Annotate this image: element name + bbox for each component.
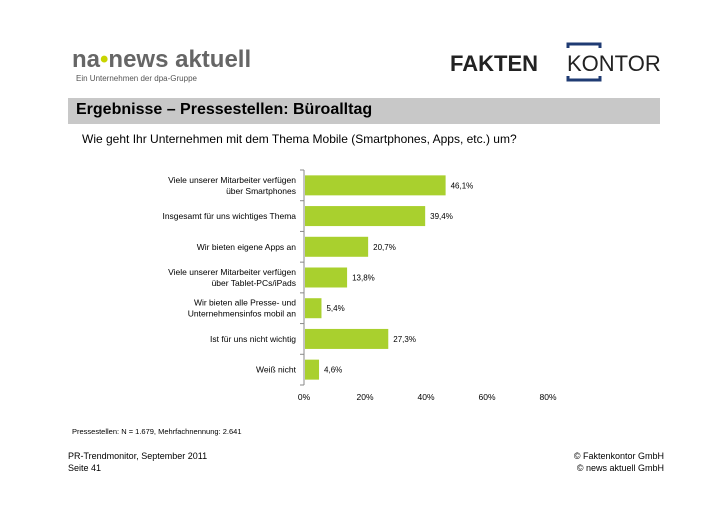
page-title: Ergebnisse – Pressestellen: Büroalltag [76, 101, 373, 118]
data-label: 27,3% [393, 335, 416, 344]
data-label: 13,8% [352, 274, 375, 283]
news-aktuell-tagline: Ein Unternehmen der dpa-Gruppe [76, 74, 197, 83]
x-tick-label: 0% [298, 392, 311, 402]
bar [305, 236, 369, 257]
faktenkontor-logo: FAKTEN KONTOR [450, 42, 661, 82]
news-aktuell-logo: na•news aktuell [72, 46, 251, 84]
category-label: über Smartphones [226, 186, 296, 196]
footer-copyright-faktenkontor: © Faktenkontor GmbH [573, 451, 664, 461]
x-tick-label: 40% [417, 392, 434, 402]
data-label: 46,1% [451, 181, 474, 190]
x-tick-label: 20% [356, 392, 373, 402]
title-bar [68, 98, 660, 124]
category-label: Wir bieten alle Presse- und [194, 298, 296, 308]
category-label: Viele unserer Mitarbeiter verfügen [168, 267, 296, 277]
footer-copyright-newsaktuell: © news aktuell GmbH [576, 463, 664, 473]
x-tick-label: 60% [478, 392, 495, 402]
data-label: 39,4% [430, 212, 453, 221]
faktenkontor-logo-part2: KONTOR [567, 51, 661, 76]
category-label: Weiß nicht [256, 365, 297, 375]
na-logo-dot: • [100, 46, 109, 73]
data-label: 4,6% [324, 366, 342, 375]
na-logo-name: news aktuell [108, 46, 252, 73]
footer-source: PR-Trendmonitor, September 2011 [68, 451, 208, 461]
footer-page-number: Seite 41 [68, 463, 102, 473]
bar [305, 267, 348, 288]
category-label: Unternehmensinfos mobil an [188, 309, 296, 319]
bar [305, 328, 389, 349]
survey-question: Wie geht Ihr Unternehmen mit dem Thema M… [82, 132, 517, 146]
data-label: 20,7% [373, 243, 396, 252]
category-label: über Tablet-PCs/iPads [212, 278, 296, 288]
footer-left: PR-Trendmonitor, September 2011 Seite 41 [68, 450, 207, 474]
bar [305, 359, 320, 380]
category-label: Viele unserer Mitarbeiter verfügen [168, 175, 296, 185]
sample-footnote: Pressestellen: N = 1.679, Mehrfachnennun… [72, 427, 242, 436]
bar [305, 298, 322, 319]
na-logo-brand: na [72, 46, 101, 73]
bar [305, 175, 446, 196]
faktenkontor-logo-part1: FAKTEN [450, 51, 538, 76]
category-label: Insgesamt für uns wichtiges Thema [162, 211, 296, 221]
category-label: Ist für uns nicht wichtig [210, 334, 296, 344]
bar [305, 206, 426, 227]
category-label: Wir bieten eigene Apps an [197, 242, 297, 252]
data-label: 5,4% [326, 304, 344, 313]
footer-right: © Faktenkontor GmbH © news aktuell GmbH [574, 450, 664, 474]
x-tick-label: 80% [539, 392, 556, 402]
